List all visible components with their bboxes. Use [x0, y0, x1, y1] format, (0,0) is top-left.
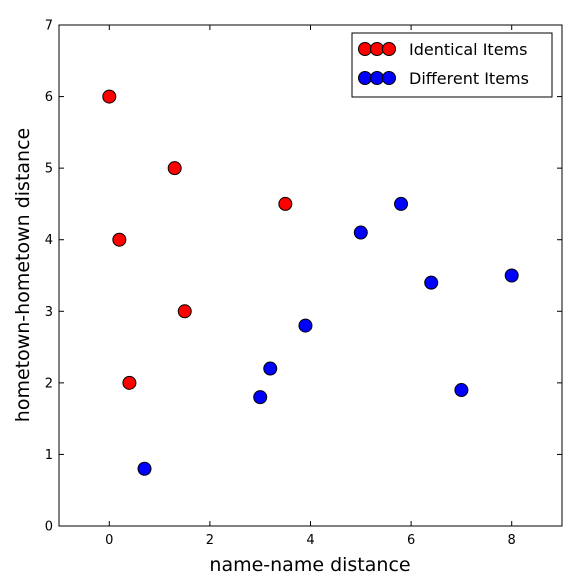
legend-marker: [370, 42, 384, 56]
data-point: [394, 196, 409, 211]
y-tick-label: 5: [45, 162, 53, 177]
data-point: [122, 375, 137, 390]
legend-marker: [370, 71, 384, 85]
y-tick-label: 7: [45, 19, 53, 34]
x-tick-label: 4: [306, 533, 314, 548]
x-tick-label: 6: [407, 533, 415, 548]
legend-marker: [358, 71, 372, 85]
data-point: [504, 268, 519, 283]
data-point: [424, 275, 439, 290]
y-tick-label: 6: [45, 90, 53, 105]
y-tick-label: 1: [45, 448, 53, 463]
series-different-items: [137, 196, 519, 476]
legend-label: Different Items: [409, 69, 529, 88]
y-tick-label: 4: [45, 233, 53, 248]
x-tick-label: 8: [508, 533, 516, 548]
data-point: [253, 390, 268, 405]
data-point: [137, 461, 152, 476]
y-tick-label: 3: [45, 305, 53, 320]
x-tick-label: 2: [206, 533, 214, 548]
plot-frame: [58, 24, 563, 527]
data-point: [167, 161, 182, 176]
legend-label: Identical Items: [409, 40, 527, 59]
series-identical-items: [102, 89, 293, 390]
data-point: [278, 196, 293, 211]
y-axis-label: hometown-hometown distance: [12, 128, 34, 422]
data-point: [454, 383, 469, 398]
data-point: [263, 361, 278, 376]
data-point: [353, 225, 368, 240]
y-tick-label: 2: [45, 376, 53, 391]
legend-marker: [358, 42, 372, 56]
data-point: [102, 89, 117, 104]
legend-marker: [382, 71, 396, 85]
x-tick-label: 0: [105, 533, 113, 548]
data-point: [298, 318, 313, 333]
x-axis-label: name-name distance: [209, 554, 410, 576]
y-tick-label: 0: [45, 520, 53, 535]
legend-marker: [382, 42, 396, 56]
data-point: [112, 232, 127, 247]
data-point: [177, 304, 192, 319]
